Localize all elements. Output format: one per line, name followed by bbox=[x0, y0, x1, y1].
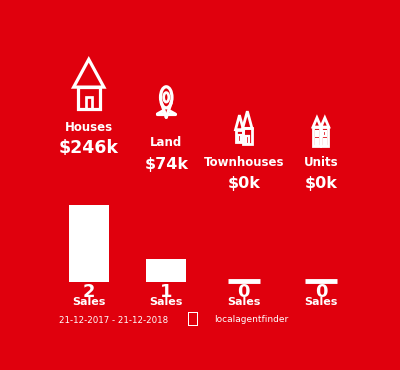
Bar bbox=[146, 259, 186, 282]
FancyBboxPatch shape bbox=[188, 312, 198, 326]
Text: Houses: Houses bbox=[65, 121, 113, 134]
Text: Sales: Sales bbox=[72, 296, 106, 306]
Bar bbox=[78, 87, 100, 110]
Text: 2: 2 bbox=[82, 283, 95, 300]
Text: Land: Land bbox=[150, 136, 182, 149]
Text: Sales: Sales bbox=[150, 296, 183, 306]
Bar bbox=[86, 97, 92, 110]
Bar bbox=[69, 205, 109, 282]
Text: 0: 0 bbox=[315, 283, 328, 300]
Text: 1: 1 bbox=[160, 283, 172, 300]
Text: $246k: $246k bbox=[59, 139, 119, 157]
Bar bbox=[316, 131, 318, 135]
Bar bbox=[321, 127, 328, 146]
Text: 21-12-2017 - 21-12-2018: 21-12-2017 - 21-12-2018 bbox=[59, 316, 168, 324]
Text: localagentfinder: localagentfinder bbox=[214, 315, 289, 324]
Bar bbox=[316, 139, 318, 146]
Bar bbox=[243, 128, 252, 144]
Text: $0k: $0k bbox=[305, 176, 338, 191]
Text: $74k: $74k bbox=[144, 157, 188, 172]
Bar bbox=[238, 135, 241, 141]
Text: 0: 0 bbox=[238, 283, 250, 300]
Text: Sales: Sales bbox=[227, 296, 260, 306]
Bar bbox=[324, 131, 326, 135]
Bar bbox=[246, 136, 249, 144]
Text: Townhouses: Townhouses bbox=[204, 156, 284, 169]
Bar bbox=[236, 130, 243, 141]
Bar bbox=[324, 139, 326, 146]
Text: $0k: $0k bbox=[227, 176, 260, 191]
Text: Units: Units bbox=[304, 156, 338, 169]
Bar bbox=[314, 127, 320, 146]
Text: Sales: Sales bbox=[304, 296, 338, 306]
Bar bbox=[189, 313, 197, 325]
